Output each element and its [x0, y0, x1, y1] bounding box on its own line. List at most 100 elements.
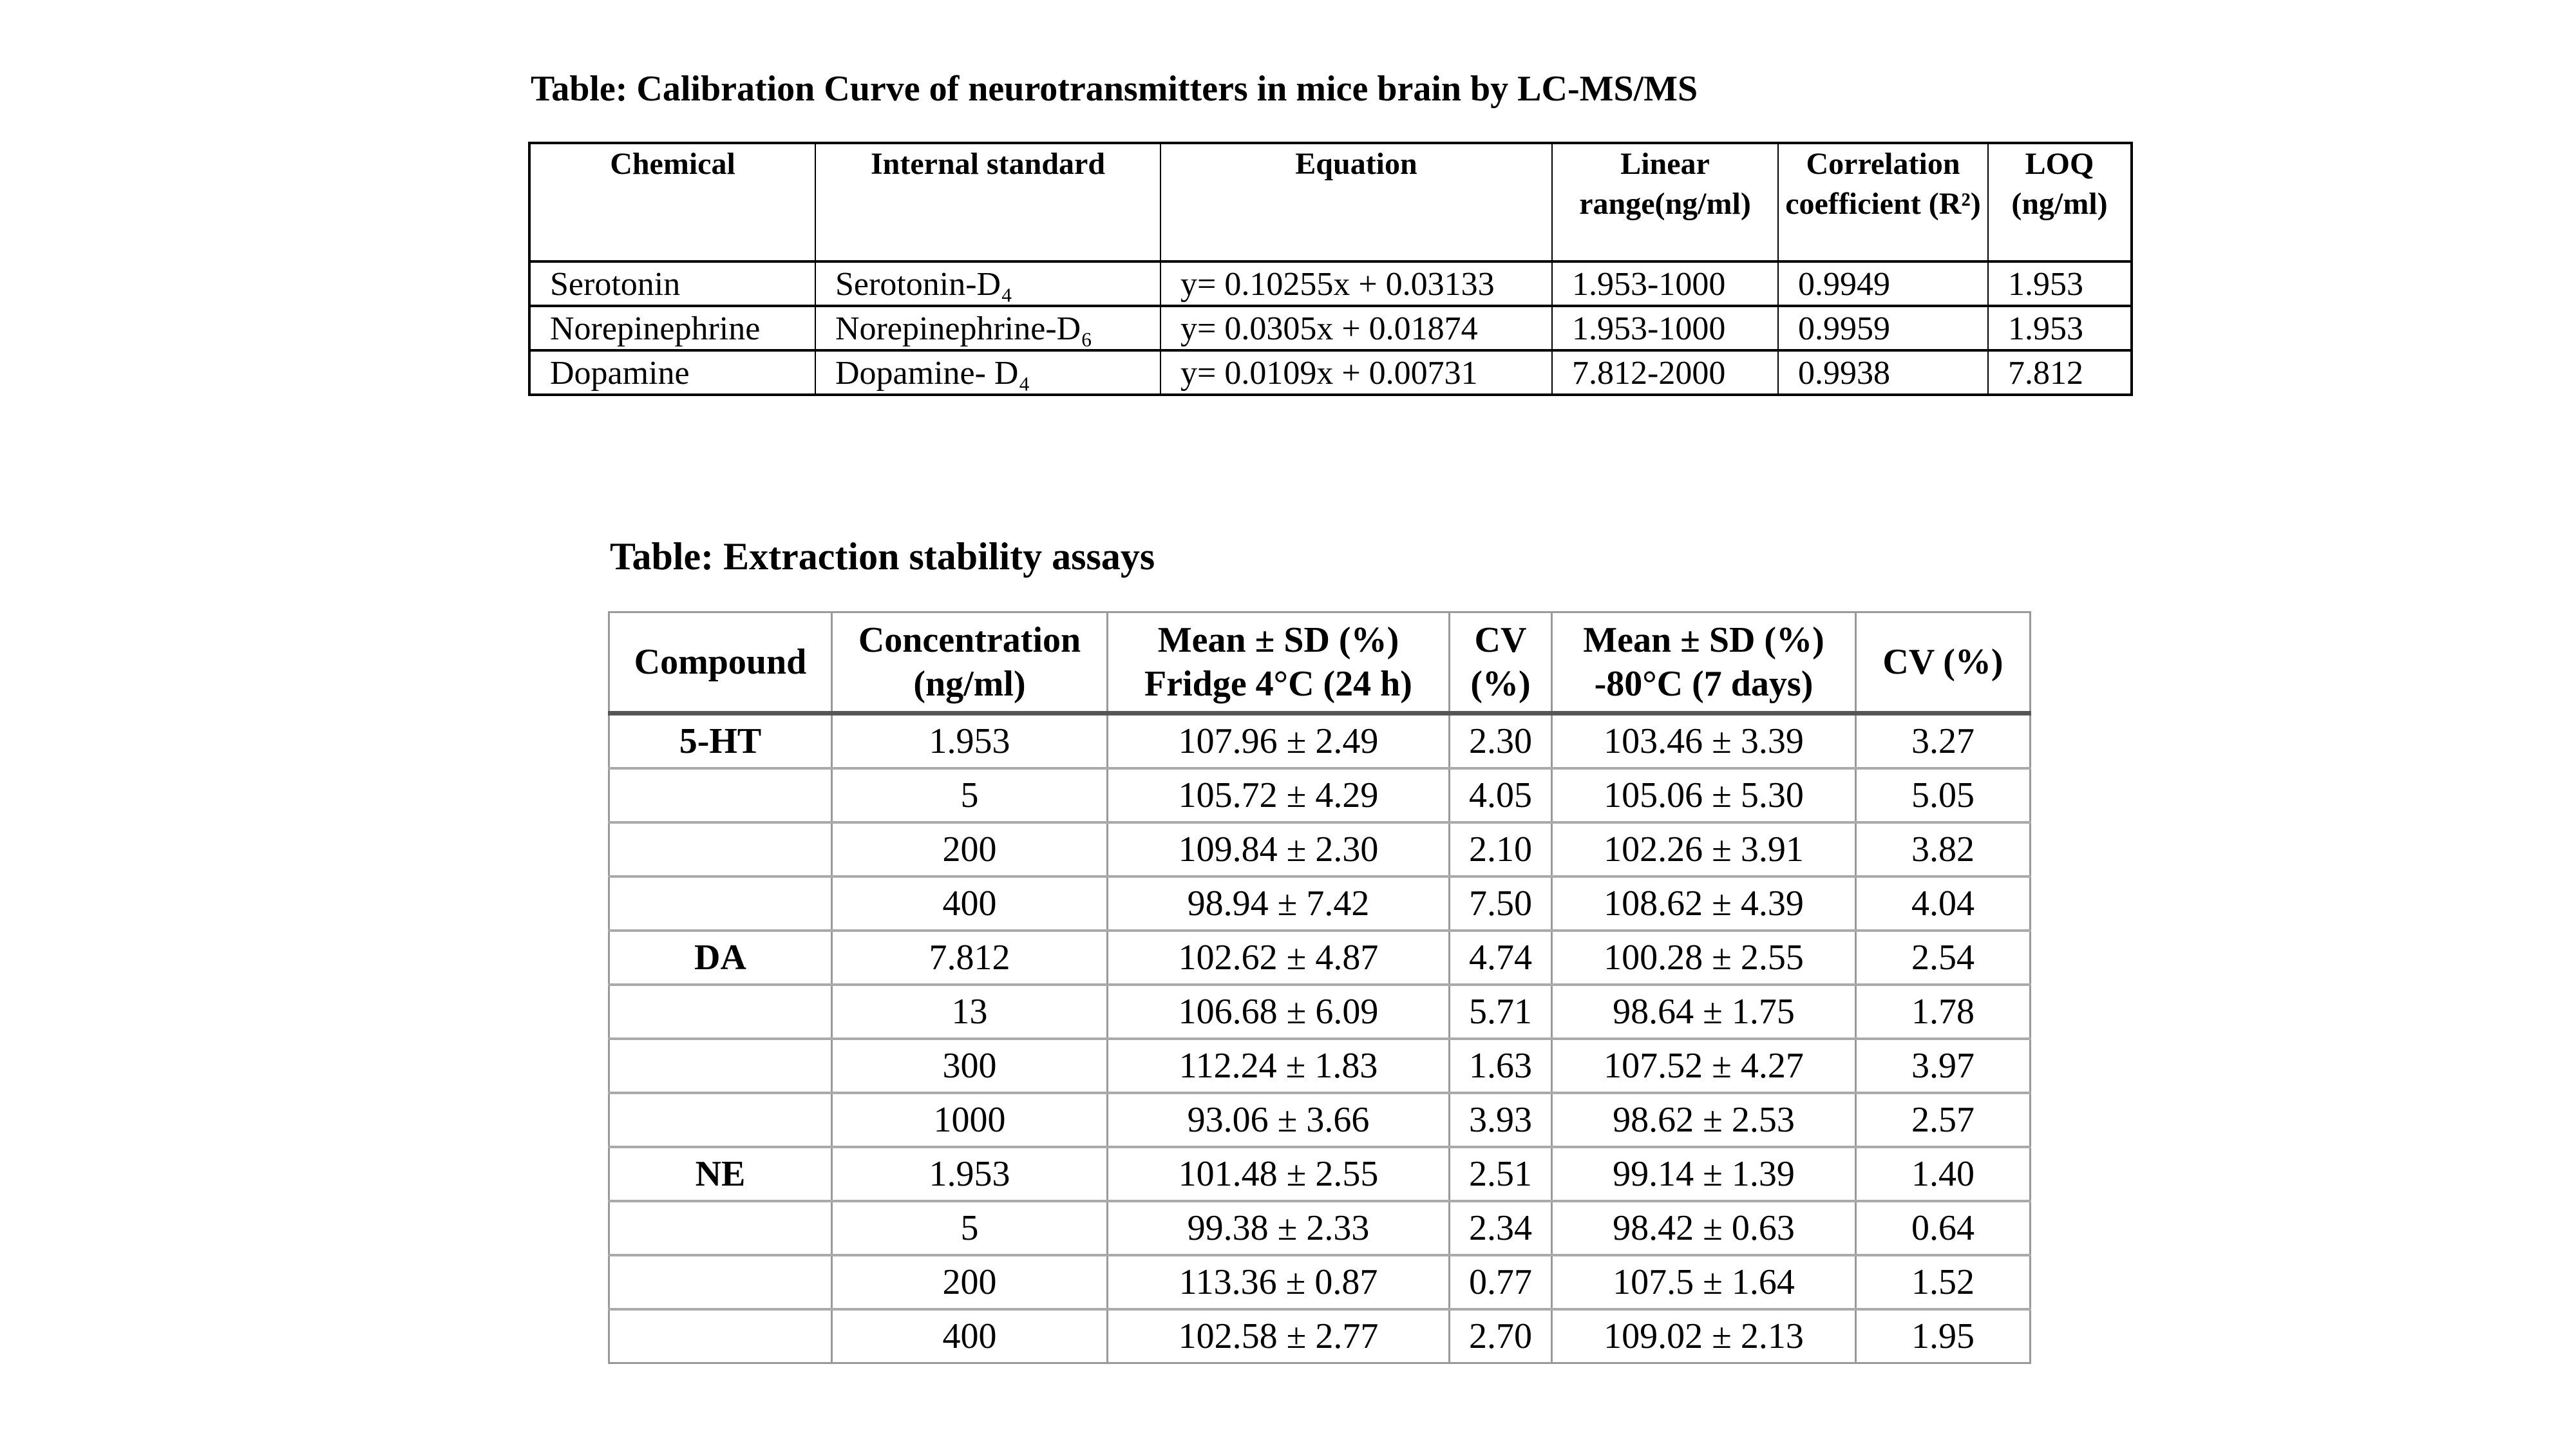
stability-cell: 99.14 ± 1.39: [1551, 1146, 1857, 1202]
calibration-cell: 0.9949: [1777, 261, 1989, 307]
calibration-cell: Norepinephrine: [529, 305, 816, 352]
stability-cell: 400: [831, 875, 1108, 932]
calibration-cell: 1.953: [1987, 261, 2132, 307]
stability-cell: 3.93: [1448, 1092, 1553, 1148]
stability-cell: [608, 1254, 833, 1311]
stability-cell: 98.62 ± 2.53: [1551, 1092, 1857, 1148]
stability-cell: 5: [831, 1200, 1108, 1256]
stability-cell: 2.70: [1448, 1308, 1553, 1364]
stability-cell: 98.64 ± 1.75: [1551, 983, 1857, 1040]
stability-row: 5 105.72 ± 4.29 4.05 105.06 ± 5.30 5.05: [608, 767, 2031, 824]
stability-header-cell: Concentration (ng/ml): [831, 611, 1108, 715]
calibration-header-cell: Correlation coefficient (R²): [1777, 142, 1989, 263]
stability-cell: 200: [831, 821, 1108, 878]
stability-row: 13 106.68 ± 6.09 5.71 98.64 ± 1.75 1.78: [608, 983, 2031, 1040]
stability-cell: 1.953: [831, 712, 1108, 770]
stability-cell: 98.94 ± 7.42: [1106, 875, 1450, 932]
stability-cell: [608, 1092, 833, 1148]
stability-cell: 105.72 ± 4.29: [1106, 767, 1450, 824]
calibration-cell: Dopamine: [529, 350, 816, 396]
calibration-cell: y= 0.10255x + 0.03133: [1160, 261, 1553, 307]
stability-cell: DA: [608, 929, 833, 986]
stability-header-cell: CV (%): [1448, 611, 1553, 715]
stability-table: Compound Concentration (ng/ml) Mean ± SD (…: [608, 611, 2031, 1364]
stability-cell: 100.28 ± 2.55: [1551, 929, 1857, 986]
stability-cell: 1.953: [831, 1146, 1108, 1202]
stability-row: DA 7.812 102.62 ± 4.87 4.74 100.28 ± 2.55 2.5…: [608, 929, 2031, 986]
stability-cell: 101.48 ± 2.55: [1106, 1146, 1450, 1202]
stability-cell: 93.06 ± 3.66: [1106, 1092, 1450, 1148]
stability-cell: 107.96 ± 2.49: [1106, 712, 1450, 770]
calibration-cell: 7.812: [1987, 350, 2132, 396]
stability-cell: [608, 875, 833, 932]
stability-cell: 108.62 ± 4.39: [1551, 875, 1857, 932]
stability-cell: 1.78: [1855, 983, 2031, 1040]
stability-row: 200 113.36 ± 0.87 0.77 107.5 ± 1.64 1.52: [608, 1254, 2031, 1311]
calibration-cell: 0.9959: [1777, 305, 1989, 352]
stability-cell: 400: [831, 1308, 1108, 1364]
calibration-cell: Serotonin-D₄: [815, 261, 1161, 307]
stability-cell: 5.71: [1448, 983, 1553, 1040]
stability-cell: 1.63: [1448, 1037, 1553, 1094]
stability-cell: 102.62 ± 4.87: [1106, 929, 1450, 986]
stability-cell: [608, 983, 833, 1040]
stability-cell: 2.57: [1855, 1092, 2031, 1148]
stability-cell: 103.46 ± 3.39: [1551, 712, 1857, 770]
calibration-header-row: Chemical Internal standard Equation Linear …: [529, 142, 2132, 263]
stability-row: 1000 93.06 ± 3.66 3.93 98.62 ± 2.53 2.57: [608, 1092, 2031, 1148]
stability-row: 200 109.84 ± 2.30 2.10 102.26 ± 3.91 3.82: [608, 821, 2031, 878]
stability-cell: 1000: [831, 1092, 1108, 1148]
stability-cell: 102.26 ± 3.91: [1551, 821, 1857, 878]
stability-cell: 1.52: [1855, 1254, 2031, 1311]
stability-cell: 99.38 ± 2.33: [1106, 1200, 1450, 1256]
calibration-cell: 7.812-2000: [1551, 350, 1779, 396]
stability-cell: [608, 1200, 833, 1256]
stability-cell: 1.40: [1855, 1146, 2031, 1202]
stability-row: 5-HT 1.953 107.96 ± 2.49 2.30 103.46 ± 3.39 3…: [608, 712, 2031, 770]
stability-row: 400 102.58 ± 2.77 2.70 109.02 ± 2.13 1.95: [608, 1308, 2031, 1364]
stability-row: 400 98.94 ± 7.42 7.50 108.62 ± 4.39 4.04: [608, 875, 2031, 932]
stability-cell: 109.02 ± 2.13: [1551, 1308, 1857, 1364]
stability-cell: 2.54: [1855, 929, 2031, 986]
stability-cell: 2.34: [1448, 1200, 1553, 1256]
calibration-table-title: Table: Calibration Curve of neurotransmi…: [531, 69, 1698, 109]
calibration-cell: Norepinephrine-D₆: [815, 305, 1161, 352]
stability-cell: 113.36 ± 0.87: [1106, 1254, 1450, 1311]
stability-header-cell: Mean ± SD (%) Fridge 4°C (24 h): [1106, 611, 1450, 715]
stability-cell: 112.24 ± 1.83: [1106, 1037, 1450, 1094]
stability-cell: 300: [831, 1037, 1108, 1094]
stability-cell: 5-HT: [608, 712, 833, 770]
stability-header-cell: Mean ± SD (%) -80°C (7 days): [1551, 611, 1857, 715]
calibration-header-cell: Equation: [1160, 142, 1553, 263]
stability-cell: 0.64: [1855, 1200, 2031, 1256]
calibration-cell: 1.953-1000: [1551, 261, 1779, 307]
stability-header-row: Compound Concentration (ng/ml) Mean ± SD (…: [608, 611, 2031, 715]
stability-row: NE 1.953 101.48 ± 2.55 2.51 99.14 ± 1.39 1.40: [608, 1146, 2031, 1202]
stability-cell: 1.95: [1855, 1308, 2031, 1364]
stability-cell: 107.52 ± 4.27: [1551, 1037, 1857, 1094]
stability-cell: 102.58 ± 2.77: [1106, 1308, 1450, 1364]
stability-cell: 3.82: [1855, 821, 2031, 878]
calibration-cell: y= 0.0109x + 0.00731: [1160, 350, 1553, 396]
calibration-header-cell: LOQ (ng/ml): [1987, 142, 2132, 263]
calibration-row: Norepinephrine Norepinephrine-D₆ y= 0.0305…: [529, 305, 2132, 352]
calibration-cell: Serotonin: [529, 261, 816, 307]
calibration-cell: 1.953-1000: [1551, 305, 1779, 352]
stability-cell: 2.51: [1448, 1146, 1553, 1202]
stability-cell: [608, 1037, 833, 1094]
stability-cell: 109.84 ± 2.30: [1106, 821, 1450, 878]
calibration-cell: 1.953: [1987, 305, 2132, 352]
stability-cell: 2.10: [1448, 821, 1553, 878]
stability-cell: 105.06 ± 5.30: [1551, 767, 1857, 824]
stability-cell: 4.74: [1448, 929, 1553, 986]
calibration-cell: 0.9938: [1777, 350, 1989, 396]
stability-header-cell: CV (%): [1855, 611, 2031, 715]
stability-row: 5 99.38 ± 2.33 2.34 98.42 ± 0.63 0.64: [608, 1200, 2031, 1256]
stability-table-title: Table: Extraction stability assays: [610, 535, 1155, 578]
stability-cell: [608, 1308, 833, 1364]
calibration-table: Chemical Internal standard Equation Linear …: [528, 142, 2133, 396]
stability-cell: 0.77: [1448, 1254, 1553, 1311]
stability-cell: 3.97: [1855, 1037, 2031, 1094]
stability-cell: 106.68 ± 6.09: [1106, 983, 1450, 1040]
stability-cell: 107.5 ± 1.64: [1551, 1254, 1857, 1311]
